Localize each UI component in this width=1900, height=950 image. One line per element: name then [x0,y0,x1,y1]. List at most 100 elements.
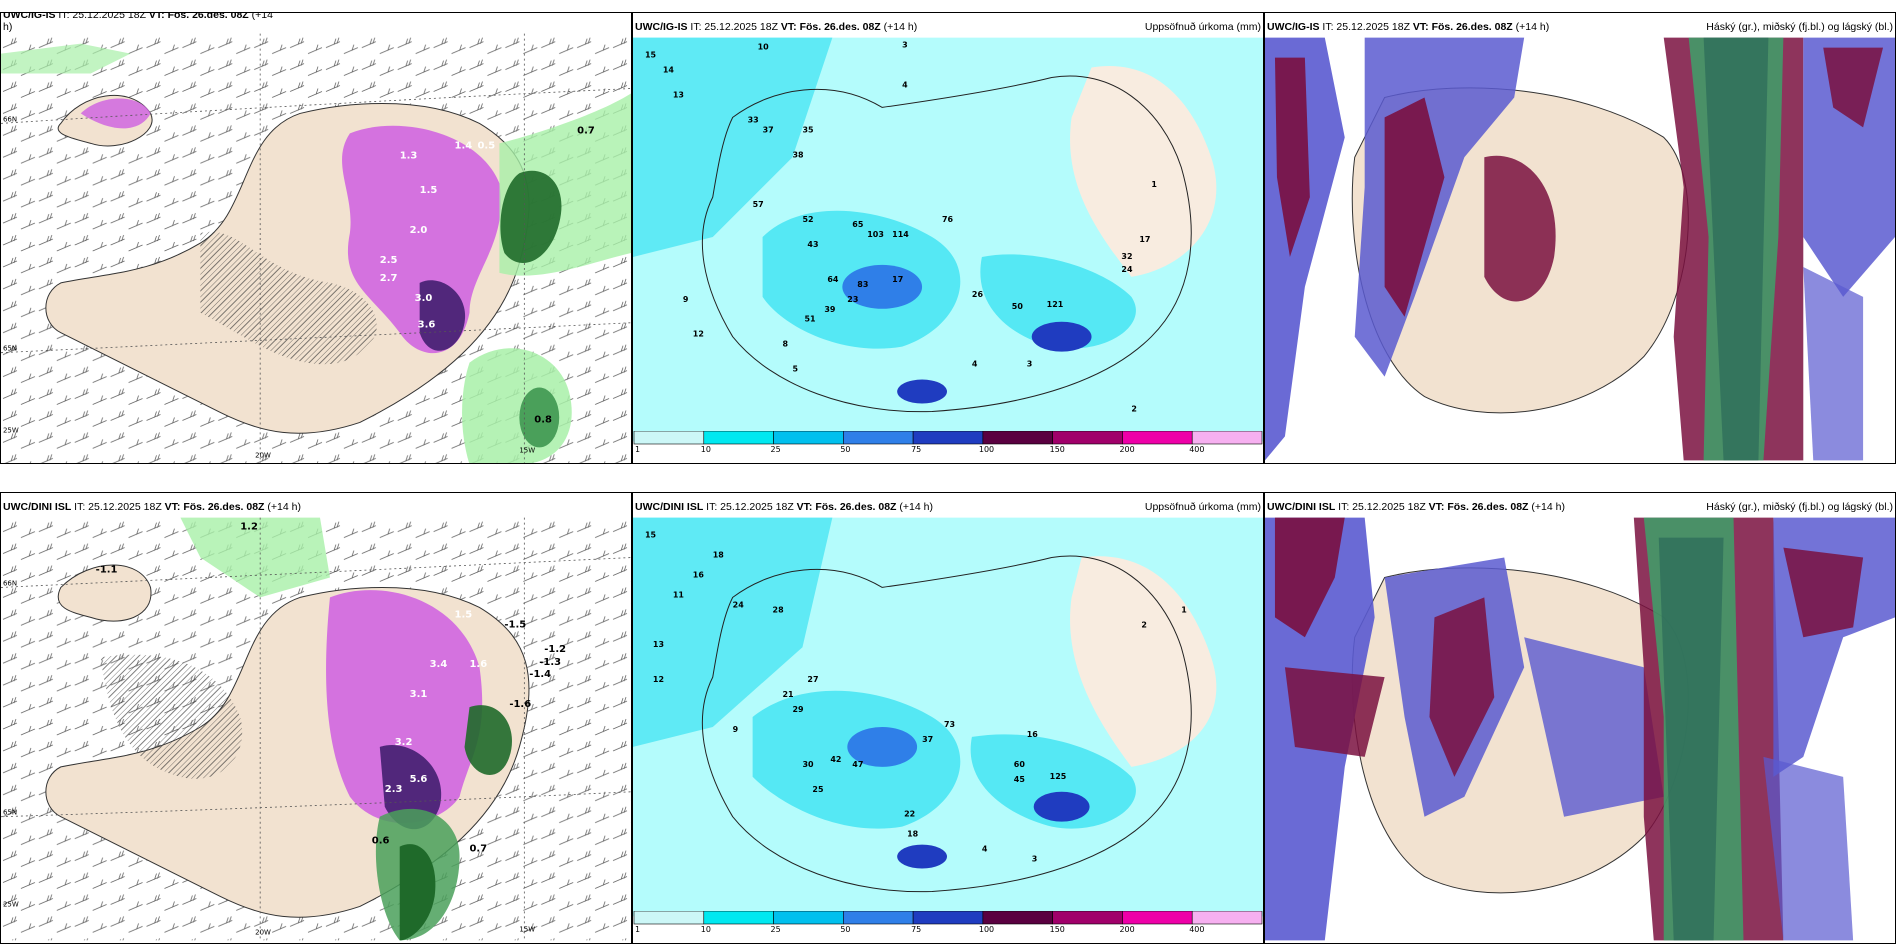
low-cloud-south [1484,155,1556,302]
colorbar-tick: 50 [840,925,850,933]
mid-cloud-south [1524,637,1664,817]
precip-value: 26 [972,290,984,299]
precip-value: 17 [1139,235,1150,244]
precip-value: 21 [783,690,794,699]
axis-label-lon: 15W [519,925,535,933]
field-title: Uppsöfnuð úrkoma (mm) [1144,501,1261,513]
precip-value: 11 [673,590,684,599]
precip-value: 45 [1014,775,1025,784]
temp-label: -1.4 [529,669,551,680]
colorbar-ticks: 1 10 25 50 75 100 150 200 400 [635,925,1204,933]
precip-value: 51 [804,315,815,324]
colorbar-tick: 75 [911,925,921,933]
map-panel-r2c2: UWC/DINI ISL IT: 25.12.2025 18Z VT: Fös.… [632,492,1264,944]
colorbar-tick: 200 [1119,445,1134,453]
model-name: UWC/IG-IS [635,21,688,33]
precip-value: 73 [944,720,955,729]
precip-value: 10 [758,43,770,52]
precip-value: 3 [1032,855,1038,864]
precip-value: 24 [733,600,745,609]
temperature-wind-map: 0.7 0.8 3.0 3.6 2.7 2.5 2.0 1.4 1.5 0.5 … [1,33,631,463]
axis-label-lon: 20W [255,928,271,936]
hatched-region [200,231,377,365]
precip-area-west [633,517,833,747]
temp-label: 1.6 [470,659,488,670]
colorbar-swatch [1052,431,1123,445]
valid-time: VT: Fös. 26.des. 08Z [1412,21,1513,33]
valid-time: VT: Fös. 26.des. 08Z [164,501,265,513]
precip-value: 37 [922,735,933,744]
precip-value: 64 [827,275,839,284]
precip-value: 14 [663,66,675,75]
colorbar-swatch [633,911,705,925]
heavy-precip-core [847,726,918,767]
colorbar-swatch [982,431,1053,445]
colorbar-tick: 150 [1050,925,1065,933]
colorbar-swatch [1122,911,1193,925]
precip-value: 30 [802,760,814,769]
precip-value: 18 [713,551,725,560]
temp-label: 3.6 [418,320,436,331]
axis-label-lat: 65N [3,809,17,817]
axis-label-lon: 25W [3,900,19,908]
rain-core-south [519,387,560,448]
precip-value: 32 [1121,252,1132,261]
temp-label: 3.0 [415,293,433,304]
init-time: IT: 25.12.2025 18Z [690,21,778,33]
precip-colorbar: 1 10 25 50 75 100 150 200 400 [633,431,1263,453]
valid-time: VT: Fös. 26.des. 08Z [148,12,249,21]
model-name: UWC/IG-IS [3,12,56,21]
precip-value: 1 [1151,180,1157,189]
colorbar-swatch [703,431,774,445]
colorbar-swatch [982,911,1053,925]
model-name: UWC/DINI ISL [3,501,72,513]
precip-value: 103 [867,230,884,239]
heavy-snow-core [379,745,442,830]
temp-label: 0.9 [151,185,169,196]
temp-label: 3.2 [395,737,413,748]
init-time: IT: 25.12.2025 18Z [1338,501,1426,513]
panel-header: UWC/IG-IS IT: 25.12.2025 18Z VT: Fös. 26… [1267,21,1549,33]
low-cloud-east [1783,547,1864,638]
precip-value: 15 [645,531,656,540]
precip-value: 27 [807,675,818,684]
field-title: Háský (gr.), miðský (fj.bl.) og lágský (… [1706,501,1893,513]
precip-value: 65 [852,220,863,229]
heavy-precip-core [897,379,948,404]
cloud-cover-map [1265,37,1895,461]
axis-label-lon: 25W [3,426,19,434]
colorbar-swatch [773,911,844,925]
temp-label: -1.1 [96,564,118,575]
temp-label: 1.2 [240,522,258,533]
colorbar-swatch [773,431,844,445]
precip-value: 16 [1027,730,1039,739]
temp-label: 2.7 [380,273,398,284]
precip-value-labels: 15 18 16 11 13 12 24 28 29 27 21 73 37 4… [645,531,1187,864]
low-cloud-central [1429,597,1495,777]
parallel-66n [1,88,631,124]
mid-cloud-south-east [1763,756,1854,941]
map-panel-r1c3: UWC/IG-IS IT: 25.12.2025 18Z VT: Fös. 26… [1264,12,1896,464]
precip-value: 24 [1121,265,1133,274]
colorbar-swatch [912,431,984,445]
temp-label: -1.3 [539,657,561,668]
temp-label: -1.6 [509,699,531,710]
temp-label: 0.6 [372,836,390,847]
temp-label: 3.1 [410,689,428,700]
model-name: UWC/IG-IS [1267,21,1320,33]
colorbar-swatch [1052,911,1123,925]
precip-value: 12 [653,675,664,684]
precip-value: 4 [902,80,908,89]
panel-header: UWC/DINI ISL IT: 25.12.2025 18Z VT: Fös.… [1267,501,1565,513]
mid-cloud-east [1803,37,1895,297]
colorbar-swatch [912,911,984,925]
colorbar-tick: 1 [635,925,640,933]
colorbar-tick: 10 [701,925,711,933]
valid-time: VT: Fös. 26.des. 08Z [1428,501,1529,513]
model-name: UWC/DINI ISL [1267,501,1336,513]
colorbar-tick: 1 [635,445,640,453]
precip-value: 13 [673,90,684,99]
temp-label: 0.5 [477,140,495,151]
heavy-precip-core [897,844,948,869]
precip-value: 35 [802,125,813,134]
